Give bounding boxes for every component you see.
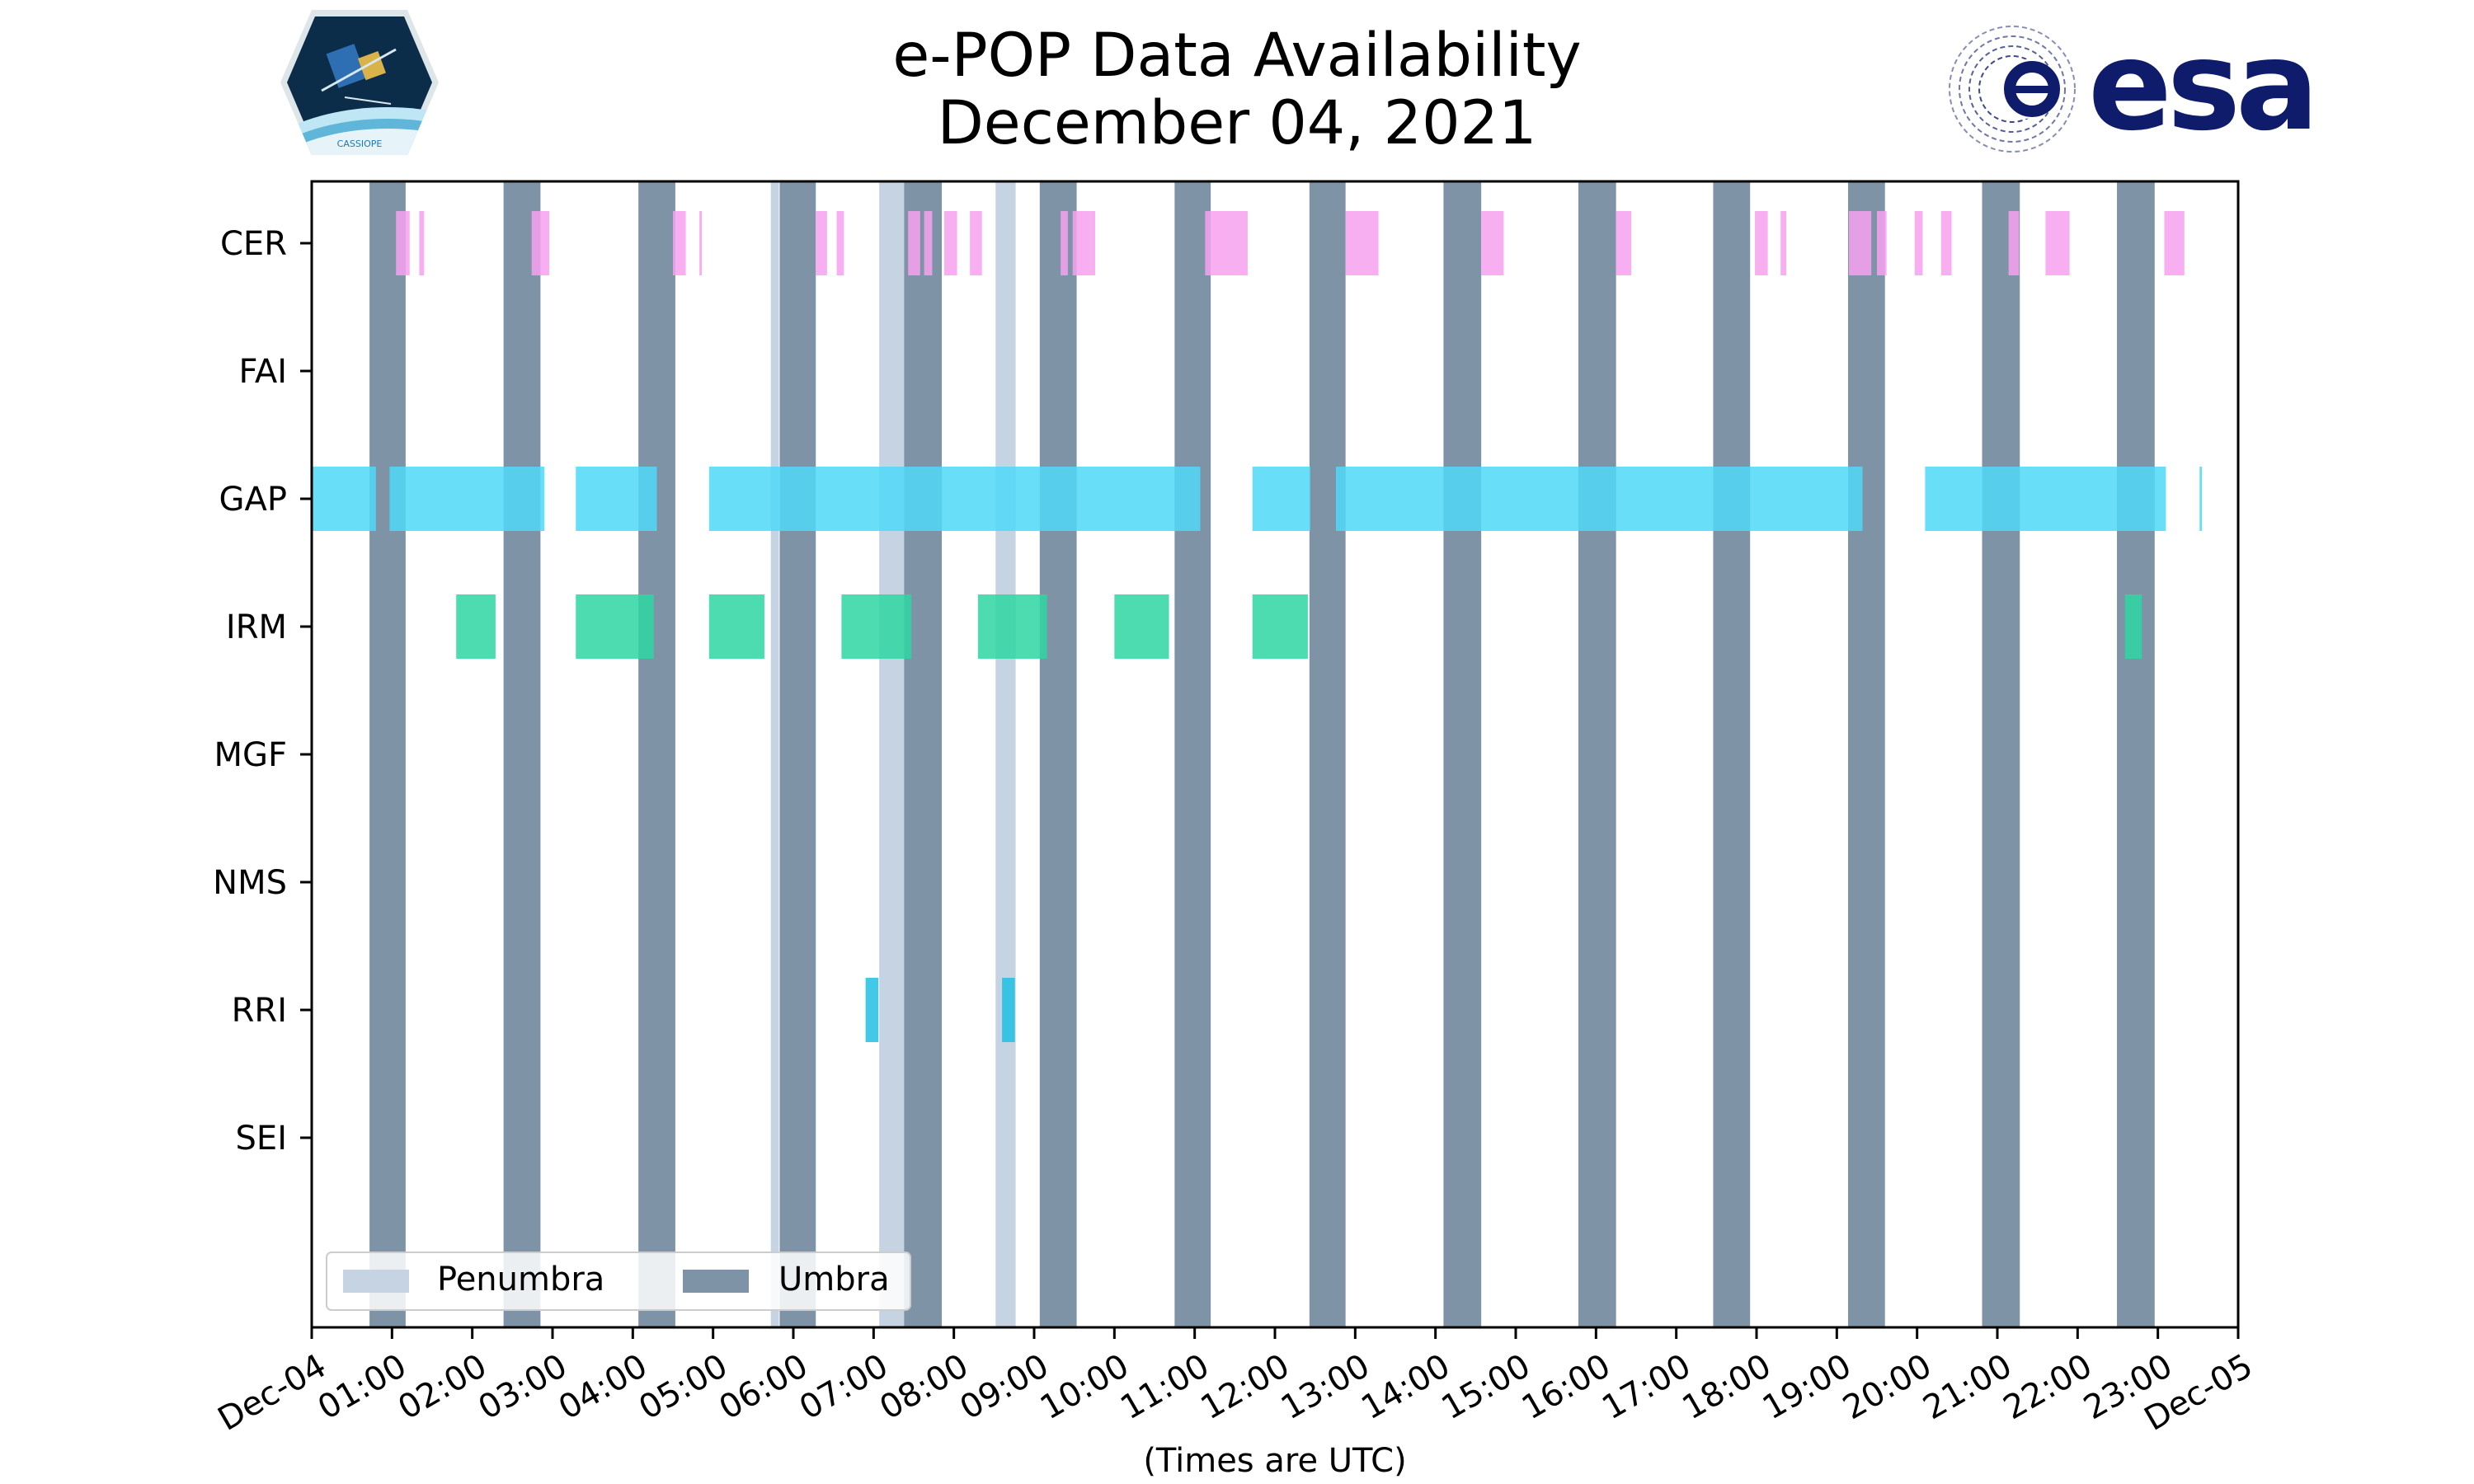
bar-gap <box>389 467 545 531</box>
bar-cer <box>1616 211 1632 275</box>
cassiope-logo-text: CASSIOPE <box>337 139 383 149</box>
bar-cer <box>2164 211 2185 275</box>
bar-cer <box>1345 211 1379 275</box>
umbra-band <box>1713 181 1751 1327</box>
umbra-band <box>1174 181 1211 1327</box>
y-tick-label: MGF <box>214 736 287 774</box>
bar-gap <box>1335 467 1863 531</box>
x-axis-label: (Times are UTC) <box>1143 1442 1406 1480</box>
y-tick-label: SEI <box>236 1120 287 1158</box>
umbra-band <box>1039 181 1077 1327</box>
bar-gap <box>312 467 376 531</box>
legend-frame <box>326 1252 911 1311</box>
y-tick-label: CER <box>220 225 287 263</box>
bar-cer <box>1061 211 1068 275</box>
data-bars <box>312 211 2203 1042</box>
umbra-band <box>1443 181 1482 1327</box>
legend-swatch-penumbra <box>343 1270 409 1293</box>
bar-irm <box>2124 594 2142 659</box>
bar-irm <box>1114 594 1169 659</box>
bar-cer <box>1940 211 1952 275</box>
umbra-band <box>1847 181 1885 1327</box>
bar-cer <box>1755 211 1768 275</box>
esa-swirl-icon <box>1949 26 2076 153</box>
bar-cer <box>970 211 982 275</box>
umbra-band <box>779 181 816 1327</box>
bar-cer <box>1072 211 1095 275</box>
satellite-icon <box>321 44 397 105</box>
umbra-band <box>369 181 406 1327</box>
bar-cer <box>1914 211 1923 275</box>
umbra-band <box>638 181 675 1327</box>
umbra-band <box>1309 181 1346 1327</box>
bar-irm <box>456 594 496 659</box>
bar-cer <box>1780 211 1787 275</box>
bar-gap <box>1252 467 1310 531</box>
shadow-bands <box>369 181 2155 1327</box>
penumbra-band <box>879 181 905 1327</box>
bar-irm <box>708 594 764 659</box>
legend: Penumbra Umbra <box>326 1252 911 1311</box>
umbra-band <box>2117 181 2155 1327</box>
esa-logo: esa <box>1949 15 2319 158</box>
legend-label-umbra: Umbra <box>778 1261 890 1298</box>
y-tick-label: IRM <box>226 608 287 646</box>
bar-irm <box>576 594 654 659</box>
bar-cer <box>419 211 425 275</box>
legend-label-penumbra: Penumbra <box>437 1261 604 1298</box>
chart-title: e-POP Data Availability <box>892 21 1581 91</box>
bar-gap <box>576 467 657 531</box>
bar-cer <box>924 211 933 275</box>
bar-cer <box>2045 211 2070 275</box>
bar-cer <box>396 211 410 275</box>
bar-cer <box>699 211 703 275</box>
y-tick-label: RRI <box>232 992 287 1030</box>
bar-rri <box>1002 978 1015 1042</box>
esa-logo-text: esa <box>2088 15 2314 158</box>
bar-gap <box>2199 467 2203 531</box>
bar-gap <box>1925 467 2166 531</box>
bar-gap <box>708 467 1201 531</box>
y-tick-label: FAI <box>239 353 288 391</box>
bar-irm <box>977 594 1047 659</box>
bar-cer <box>1848 211 1872 275</box>
bar-cer <box>816 211 827 275</box>
bar-irm <box>1252 594 1308 659</box>
bar-cer <box>943 211 957 275</box>
bar-cer <box>1481 211 1504 275</box>
bar-cer <box>836 211 844 275</box>
y-tick-label: GAP <box>219 481 287 519</box>
bar-cer <box>673 211 686 275</box>
chart-subtitle: December 04, 2021 <box>938 88 1537 158</box>
y-axis: CER FAI GAP IRM MGF NMS RRI SEI <box>213 225 312 1158</box>
legend-swatch-umbra <box>683 1270 749 1293</box>
umbra-band <box>1578 181 1616 1327</box>
bar-cer <box>1205 211 1248 275</box>
penumbra-band <box>770 181 779 1327</box>
umbra-band <box>904 181 943 1327</box>
bar-cer <box>908 211 920 275</box>
umbra-band <box>1982 181 2020 1327</box>
bar-cer <box>2008 211 2020 275</box>
penumbra-band <box>995 181 1016 1327</box>
bar-cer <box>531 211 550 275</box>
y-tick-label: NMS <box>213 864 287 902</box>
bar-rri <box>865 978 879 1042</box>
umbra-band <box>503 181 541 1327</box>
bar-irm <box>841 594 912 659</box>
bar-cer <box>1877 211 1887 275</box>
